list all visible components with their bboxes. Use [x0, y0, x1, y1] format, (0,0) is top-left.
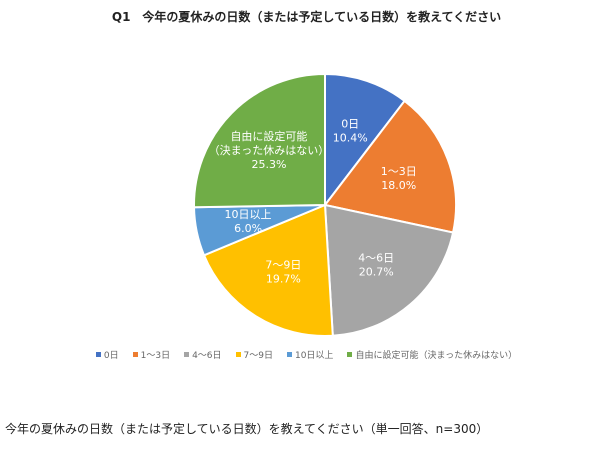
- legend-label: 0日: [103, 351, 119, 361]
- legend-item: 10日以上: [286, 348, 334, 361]
- legend-item: 自由に設定可能（決まった休みはない）: [347, 348, 517, 361]
- legend-item: 4～6日: [184, 348, 222, 361]
- pie-slice-5: [193, 72, 326, 209]
- pie-slice-0: [324, 72, 406, 208]
- slice-label: 自由に設定可能（決まった休みはない） 25.3%: [209, 129, 330, 171]
- legend-label: 自由に設定可能（決まった休みはない）: [355, 351, 518, 361]
- legend-swatch: [184, 352, 190, 357]
- pie-slice-1: [323, 99, 457, 234]
- legend: 0日 1～3日 4～6日 7～9日 10日以上 自由に設定可能（決まった休みはない）: [0, 348, 613, 361]
- legend-item: 0日: [95, 348, 119, 361]
- legend-label: 10日以上: [294, 351, 334, 361]
- slice-label: 4～6日 20.7%: [358, 252, 394, 279]
- legend-label: 4～6日: [192, 351, 222, 361]
- slice-label: 10日以上 6.0%: [225, 208, 272, 235]
- slice-label: 0日 10.4%: [333, 118, 368, 145]
- legend-swatch: [347, 352, 353, 357]
- pie-slice-3: [202, 203, 334, 337]
- footnote: 今年の夏休みの日数（または予定している日数）を教えてください（単一回答、n=30…: [5, 422, 489, 436]
- pie-chart: 0日 10.4% 1～3日 18.0% 4～6日 20.7% 7～9日 19.7% 10日以上 6…: [193, 72, 457, 337]
- slice-label: 7～9日 19.7%: [265, 259, 301, 286]
- legend-swatch: [132, 352, 138, 357]
- chart-title: Q1 今年の夏休みの日数（または予定している日数）を教えてください: [111, 10, 502, 24]
- legend-item: 1～3日: [132, 348, 171, 361]
- legend-label: 7～9日: [243, 351, 273, 361]
- legend-label: 1～3日: [140, 351, 171, 361]
- legend-item: 7～9日: [235, 348, 273, 361]
- pie-slice-2: [323, 203, 455, 337]
- legend-swatch: [286, 352, 292, 357]
- legend-swatch: [95, 352, 101, 357]
- legend-swatch: [235, 352, 241, 357]
- slice-label: 1～3日 18.0%: [381, 165, 417, 192]
